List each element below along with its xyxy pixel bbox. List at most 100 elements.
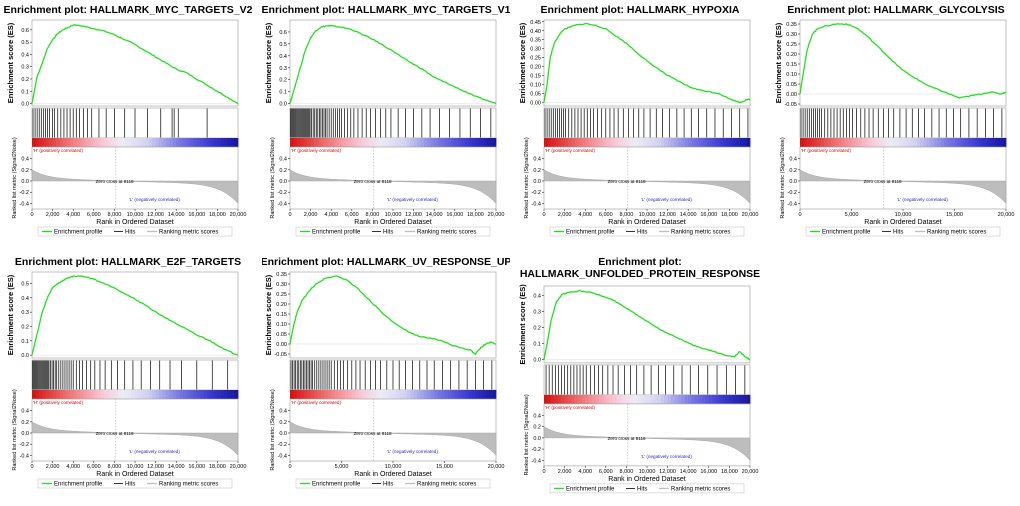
ranking-color-segment [841, 138, 846, 147]
ranking-metric-area [799, 169, 1007, 204]
ranking-color-segment [93, 390, 98, 399]
es-y-tick-label: 0.1 [21, 339, 29, 345]
es-y-tick-label: 0.5 [21, 281, 29, 287]
ranking-color-segment [636, 394, 641, 404]
metric-y-axis-label: Ranked list metric (Signal2Noise) [12, 389, 18, 470]
ranking-color-segment [324, 390, 329, 399]
ranking-color-segment [314, 138, 318, 147]
ranking-color-segment [437, 138, 442, 147]
x-tick-label: 14,000 [680, 212, 697, 218]
hits-frame [31, 359, 239, 391]
ranking-color-segment [951, 138, 955, 147]
ranking-color-segment [200, 390, 205, 399]
x-tick-label: 0 [30, 464, 33, 470]
ranking-color-segment [227, 390, 232, 399]
ranking-color-segment [458, 138, 463, 147]
ranking-color-segment [640, 394, 644, 404]
ranking-color-segment [636, 138, 641, 147]
es-y-tick-label: 0.3 [279, 66, 287, 72]
ranking-color-segment [701, 138, 706, 147]
ranking-color-segment [186, 138, 191, 147]
x-tick-label: 18,000 [209, 464, 226, 470]
es-y-tick-label: 0.0 [21, 102, 29, 108]
x-tick-label: 8,000 [366, 212, 380, 218]
ranking-color-segment [592, 138, 596, 147]
ranking-color-segment [712, 394, 717, 404]
ranking-color-segment [633, 394, 638, 404]
ranking-color-segment [417, 390, 421, 399]
ranking-color-segment [179, 138, 184, 147]
ranking-color-segment [97, 390, 102, 399]
ranking-color-segment [478, 390, 483, 399]
ranking-color-segment [128, 390, 132, 399]
zero-cross-label: Zero cross at 8118 [96, 431, 134, 436]
es-y-tick-label: 0.0 [533, 358, 541, 364]
enrichment-profile-line [543, 22, 751, 104]
ranking-color-segment [550, 394, 555, 404]
es-y-tick-label: 0.15 [276, 312, 287, 318]
ranking-color-segment [653, 394, 658, 404]
ranking-color-segment [619, 394, 624, 404]
es-y-tick-label: 0.05 [530, 91, 541, 97]
ranking-color-segment [372, 138, 377, 147]
ranking-color-segment [434, 390, 439, 399]
plot-title: Enrichment plot: HALLMARK_MYC_TARGETS_V1 [262, 4, 510, 16]
x-tick-label: 20,000 [998, 212, 1015, 218]
ranking-color-segment [677, 394, 682, 404]
legend-box [295, 478, 491, 489]
ranking-color-segment [186, 390, 191, 399]
x-tick-label: 8,000 [620, 212, 634, 218]
es-y-axis-label: Enrichment score (ES) [6, 274, 15, 355]
enrichment-plot-panel: Enrichment plot: HALLMARK_UNFOLDED_PROTEI… [516, 254, 764, 502]
zero-cross-label: Zero cross at 8118 [354, 179, 392, 184]
ranking-color-segment [355, 390, 360, 399]
ranking-color-segment [903, 138, 907, 147]
ranking-color-segment [568, 138, 572, 147]
metric-y-tick-label: 0.2 [21, 168, 29, 174]
ranking-color-segment [296, 390, 301, 399]
ranking-color-segment [207, 138, 211, 147]
es-y-tick-label: 0.10 [786, 72, 797, 78]
ranking-color-segment [148, 138, 153, 147]
es-plot-frame [543, 19, 751, 107]
ranking-color-segment [913, 138, 918, 147]
ranking-color-segment [585, 394, 590, 404]
ranking-color-segment [837, 138, 842, 147]
metric-y-tick-label: 0.0 [789, 179, 797, 185]
ranking-color-segment [59, 138, 64, 147]
ranking-color-segment [909, 138, 914, 147]
x-tick-label: 14,000 [680, 469, 697, 475]
x-axis-label: Rank in Ordered Dataset [608, 476, 685, 483]
es-y-tick-label: 0.2 [533, 326, 541, 332]
x-tick-label: 10,000 [639, 469, 656, 475]
ranking-color-segment [348, 138, 353, 147]
x-tick-label: 15,000 [436, 464, 453, 470]
ranking-color-segment [334, 138, 339, 147]
legend-box [805, 226, 1001, 237]
ranking-color-segment [578, 394, 583, 404]
ranking-color-segment [561, 394, 565, 404]
ranking-color-segment [386, 390, 390, 399]
ranking-color-segment [736, 394, 741, 404]
positive-correlation-label: 'H' (positively correlated) [545, 405, 595, 410]
ranking-color-segment [141, 138, 146, 147]
x-tick-label: 12,000 [405, 212, 422, 218]
zero-cross-label: Zero cross at 8118 [608, 179, 646, 184]
ranking-color-segment [162, 138, 167, 147]
ranking-color-segment [561, 138, 565, 147]
ranking-color-segment [475, 390, 480, 399]
ranking-color-segment [200, 138, 205, 147]
ranking-color-segment [622, 394, 627, 404]
ranking-color-segment [824, 138, 828, 147]
ranking-color-segment [444, 390, 449, 399]
ranking-color-segment [317, 390, 322, 399]
ranking-color-segment [640, 138, 644, 147]
ranking-color-segment [865, 138, 870, 147]
ranking-color-segment [403, 390, 408, 399]
es-y-tick-label: 0.2 [279, 78, 287, 84]
ranking-color-segment [52, 390, 57, 399]
es-y-tick-label: 0.10 [276, 322, 287, 328]
ranking-color-segment [331, 390, 336, 399]
ranking-color-segment [626, 138, 631, 147]
es-y-tick-label: -0.05 [784, 102, 797, 108]
